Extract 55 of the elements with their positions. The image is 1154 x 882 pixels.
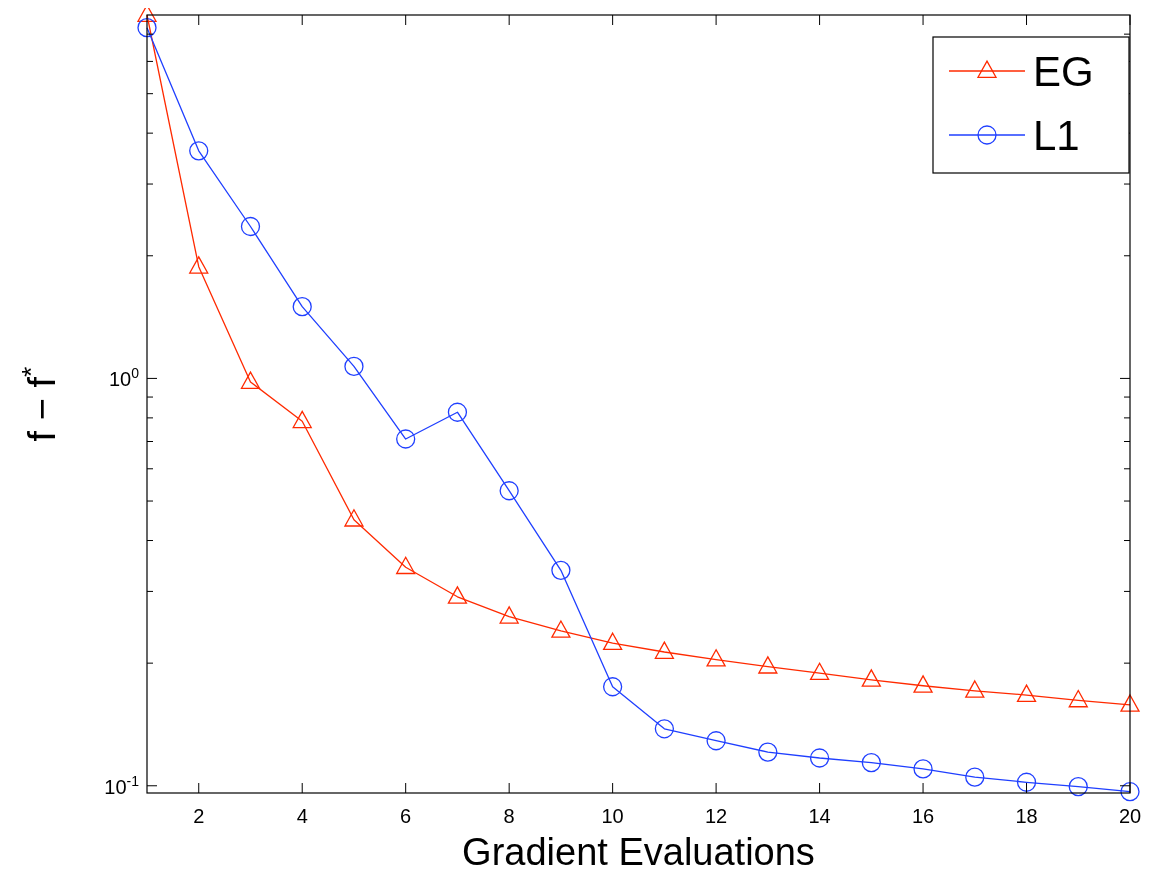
x-tick-label: 18 [1015,805,1038,827]
point [137,8,157,22]
x-tick-label: 8 [503,805,515,827]
point [447,402,468,422]
point [396,429,416,449]
point [292,297,312,317]
x-tick-label: 16 [911,805,935,827]
point [809,662,830,681]
point [861,752,881,773]
point [602,677,623,697]
point [1068,777,1088,797]
point [965,680,985,698]
point [189,256,209,274]
point [913,675,933,693]
point [965,767,985,787]
point [1068,689,1088,708]
point [758,656,778,674]
legend-label: EG [1033,48,1094,95]
point [706,731,726,751]
x-tick-label: 2 [193,805,205,827]
point [292,410,312,429]
point [861,669,881,687]
point [551,620,571,638]
x-axis-title: Gradient Evaluations [462,831,815,873]
y-tick-label: 10$^{0}$ [108,365,140,391]
point [1120,694,1140,712]
point [913,759,933,779]
x-tick-label: 12 [704,805,728,827]
legend-label: L1 [1033,112,1080,159]
point [809,748,830,768]
point [189,141,209,161]
point [499,606,519,624]
point [240,216,261,237]
point [654,641,675,659]
y-tick-label: 10$^{-1}$ [104,772,140,798]
point [396,556,416,575]
x-tick-label: 20 [1118,805,1142,827]
point [551,560,571,580]
point [1016,684,1037,702]
point [137,18,157,38]
point [1120,782,1140,802]
point [499,481,519,501]
x-tick-label: 14 [808,805,831,827]
x-tick-label: 6 [400,805,412,827]
x-tick-label: 4 [296,805,308,827]
point [1016,772,1037,792]
point [344,509,364,527]
point [654,719,675,739]
point [447,586,468,604]
point [758,742,778,762]
point [602,632,623,651]
point [240,371,261,389]
x-tick-label: 10 [601,805,624,827]
point [706,649,726,667]
point [344,356,364,377]
